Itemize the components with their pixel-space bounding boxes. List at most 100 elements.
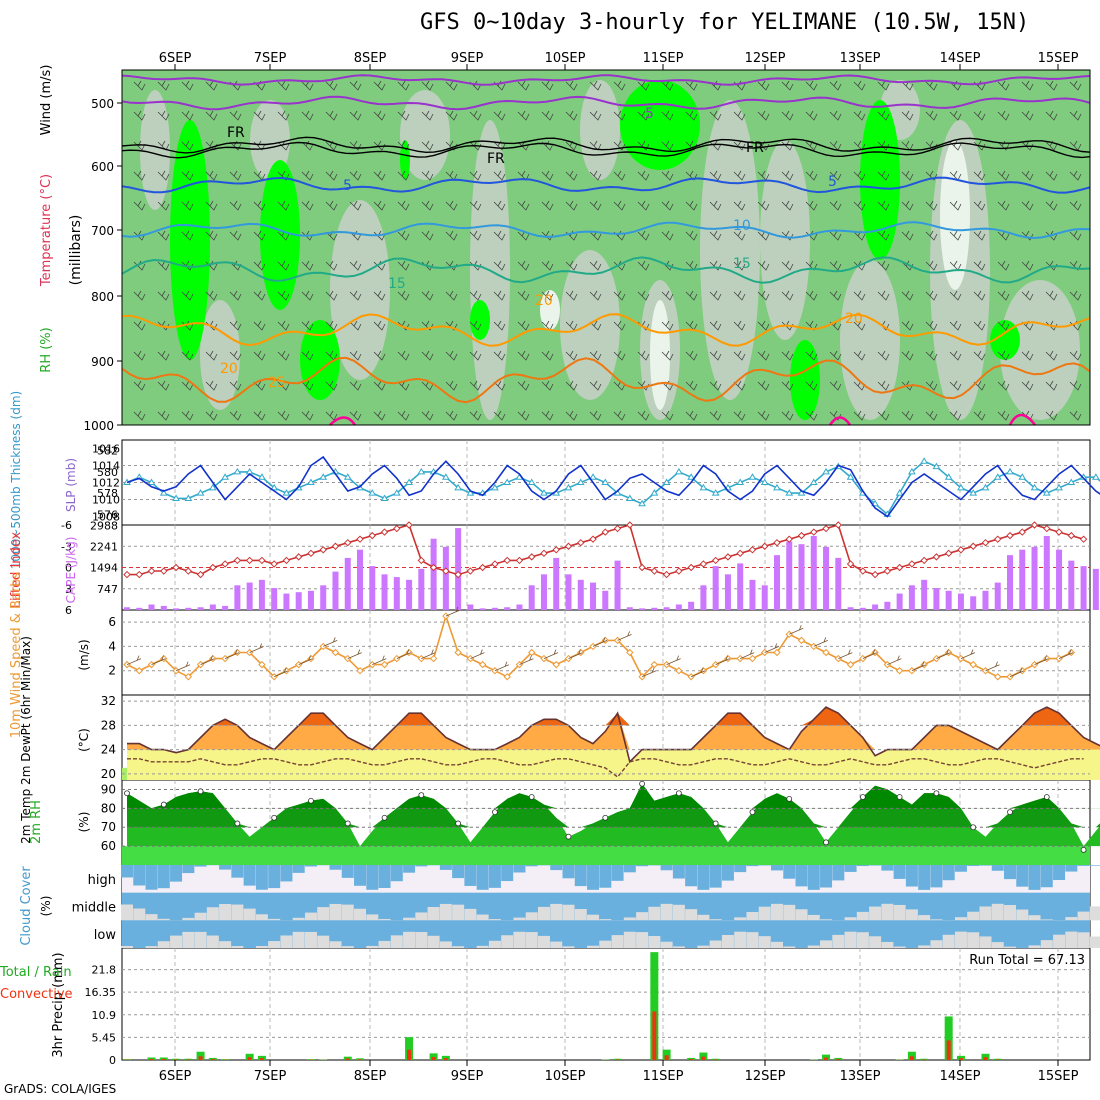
wind-barb <box>781 110 794 121</box>
cape-bar <box>970 596 977 610</box>
cloud-low-cell <box>881 941 894 948</box>
wind-barb <box>397 350 410 361</box>
wind10-line-point <box>528 648 536 657</box>
wind-barb <box>349 170 362 181</box>
wind-barb <box>1021 170 1034 181</box>
contour-label: 10 <box>733 218 751 234</box>
cloud-low-cell <box>623 931 636 948</box>
cape-bar <box>577 579 584 610</box>
precip-conv-bar <box>701 1056 706 1060</box>
wind10-line-point <box>503 673 511 681</box>
y-tick-label: 2 <box>108 664 116 678</box>
lifted-index-line-point <box>834 521 843 529</box>
wind-barb <box>565 350 578 361</box>
cloud-high-cell <box>501 865 514 882</box>
cape-bar <box>749 579 756 610</box>
ylabel-rh2m: 2m RH <box>29 800 44 844</box>
precip-conv-bar <box>358 1059 363 1060</box>
cloud-low-cell <box>403 931 416 948</box>
cloud-middle-cell <box>476 914 489 921</box>
legend-convective: Convective <box>0 987 73 1002</box>
lifted-index-line-point <box>1030 521 1039 529</box>
rh-band-high <box>127 783 1100 828</box>
wind-barb <box>181 410 194 421</box>
rh-band-low <box>122 846 1090 865</box>
lifted-index-line-point <box>245 556 254 565</box>
cloud-high-cell <box>182 865 195 874</box>
wind-barb <box>1045 80 1058 91</box>
thickness-line-point <box>417 467 426 475</box>
rh2m-point <box>896 794 903 800</box>
rh2m-point <box>602 814 609 821</box>
cloud-low-cell <box>280 935 293 948</box>
cape-bar <box>209 604 216 610</box>
wind-barb <box>349 290 362 301</box>
cloud-low-cell <box>709 940 722 948</box>
precip-conv-bar <box>836 1059 841 1060</box>
lifted-index-line-point <box>478 563 487 572</box>
thickness-line-point <box>944 473 953 480</box>
precip-total-bar <box>956 1055 965 1060</box>
wind-barb <box>325 380 338 391</box>
wind-barb <box>517 200 530 211</box>
rh2m-point <box>1007 809 1013 816</box>
wind-barb <box>925 200 938 211</box>
rh-low-region-0 <box>140 90 170 210</box>
date-label-top: 11SEP <box>643 51 684 66</box>
wind-barb <box>685 350 698 361</box>
wind-barb <box>733 230 746 241</box>
wind-barb <box>253 410 266 421</box>
wind-barb <box>493 110 506 121</box>
wind-barb <box>373 380 386 391</box>
cloud-middle-cell <box>194 912 207 921</box>
contour-label: 15 <box>388 276 406 292</box>
cloud-low-cell <box>427 935 440 948</box>
contour-label: FR <box>746 140 764 156</box>
wind-barb <box>277 320 290 331</box>
wind-barb <box>997 200 1010 211</box>
cape-bar <box>737 563 744 610</box>
lifted-index-line-point <box>932 553 941 561</box>
precip-total-bar <box>981 1053 990 1060</box>
precip-conv-bar <box>983 1057 988 1060</box>
ylabel-cloud-units: (%) <box>39 896 53 917</box>
cloud-high-cell <box>1089 865 1100 866</box>
wind-barb <box>637 410 650 421</box>
lifted-index-line-point <box>810 528 818 536</box>
wind-barb <box>397 80 410 91</box>
rh2m-point <box>124 790 130 797</box>
wind-barb <box>133 110 146 121</box>
wind-barb <box>421 350 434 361</box>
lifted-index-line-point <box>650 567 659 575</box>
lifted-index-line-point <box>405 521 413 529</box>
wind10-barb <box>224 649 240 659</box>
thickness-line-point <box>1030 483 1039 491</box>
thickness-line-point <box>773 483 781 491</box>
rh2m-point <box>234 820 241 827</box>
cloud-middle-cell <box>145 914 158 921</box>
wind-barb <box>709 110 722 121</box>
wind-barb <box>181 80 194 91</box>
cloud-middle-cell <box>354 908 367 921</box>
wind-barb <box>301 380 314 391</box>
precip-conv-bar <box>161 1058 166 1060</box>
lifted-index-line-point <box>589 535 597 543</box>
ylabel-rh: RH (%) <box>39 327 54 372</box>
cloud-high-cell <box>844 865 857 872</box>
cloud-low-cell <box>930 940 943 948</box>
lifted-index-line-point <box>626 521 634 529</box>
wind-barb <box>733 200 746 211</box>
cloud-low-cell <box>869 936 882 948</box>
y-tick-label: 1000 <box>83 419 114 433</box>
cape-bar <box>761 585 768 610</box>
wind-barb <box>589 410 602 421</box>
date-label-top: 7SEP <box>254 51 287 66</box>
wind-barb <box>1069 230 1082 241</box>
wind-barb <box>157 230 170 241</box>
wind-barb <box>469 410 482 421</box>
wind-barb <box>229 110 242 121</box>
lifted-index-line-point <box>1006 531 1014 540</box>
cloud-middle-cell <box>869 906 882 921</box>
cloud-low-cell <box>525 932 538 948</box>
cloud-high-cell <box>562 865 575 879</box>
